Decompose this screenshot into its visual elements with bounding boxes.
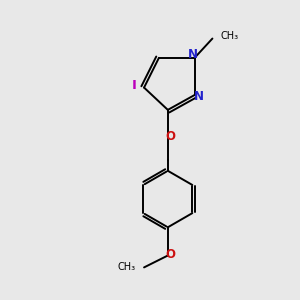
Text: O: O <box>165 130 175 143</box>
Text: N: N <box>188 48 198 61</box>
Text: O: O <box>165 248 175 261</box>
Text: N: N <box>194 90 204 103</box>
Text: CH₃: CH₃ <box>118 262 136 272</box>
Text: CH₃: CH₃ <box>221 31 239 41</box>
Text: I: I <box>132 79 137 92</box>
